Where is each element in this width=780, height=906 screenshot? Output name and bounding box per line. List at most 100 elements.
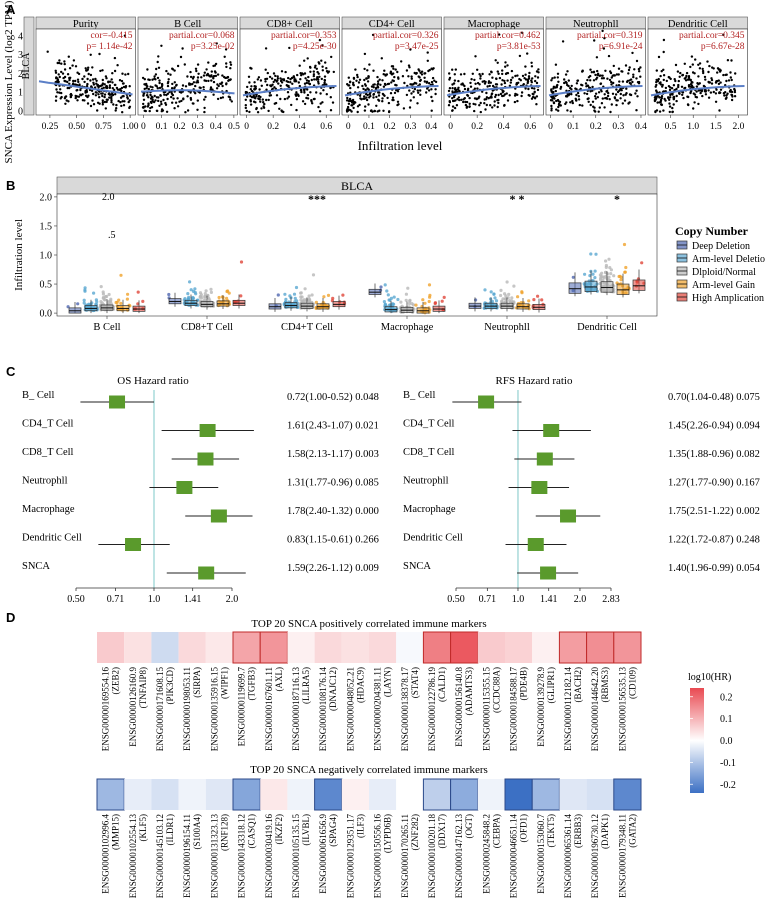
scatter-point (331, 101, 335, 104)
scatter-point (591, 85, 594, 89)
scatter-point (352, 83, 355, 86)
scatter-point (490, 92, 494, 95)
scatter-point (372, 86, 375, 89)
scatter-point (447, 104, 451, 107)
scatter-point (670, 87, 674, 90)
scatter-point (611, 74, 614, 77)
marker-gene-symbol: (LYPD6B) (383, 814, 393, 853)
scatter-point (381, 100, 384, 103)
scatter-point (154, 78, 157, 81)
scatter-point (249, 103, 253, 106)
panel-b-legend-title: Copy Number (675, 224, 749, 238)
scatter-point (189, 83, 192, 86)
scatter-point (165, 110, 169, 114)
x-tick-label: 1.00 (122, 122, 139, 132)
scatter-point (101, 94, 104, 98)
jitter-point (383, 283, 387, 287)
scatter-point (220, 81, 224, 84)
scatter-point (484, 108, 487, 111)
scatter-point (506, 79, 509, 82)
scatter-point (628, 81, 632, 85)
jitter-point (203, 292, 207, 296)
marker-ensembl-id: ENSG00000150556.16 (373, 814, 383, 899)
scatter-point (384, 73, 387, 77)
marker-gene-symbol: (ILDR1) (165, 814, 175, 846)
jitter-point (607, 275, 611, 279)
scatter-point (274, 74, 277, 78)
jitter-point (303, 287, 307, 291)
scatter-point (317, 80, 320, 84)
scatter-point (566, 70, 569, 73)
scatter-point (363, 109, 367, 112)
scatter-point (593, 109, 596, 112)
marker-ensembl-id: ENSG00000126160.9 (128, 667, 138, 747)
scatter-point (186, 95, 189, 98)
scatter-point (394, 83, 397, 87)
scatter-point (313, 78, 316, 81)
scatter-point (325, 93, 328, 96)
scatter-point (103, 100, 107, 104)
panel-b-extra-label-2: .5 (108, 230, 116, 241)
scatter-point (701, 69, 705, 73)
scatter-point (730, 98, 734, 102)
scatter-point (595, 56, 599, 59)
scatter-point (503, 104, 506, 107)
scatter-point (714, 92, 718, 95)
marker-gene-symbol: (RBMS3) (600, 667, 610, 703)
scatter-point (431, 76, 435, 80)
marker-ensembl-id: ENSG00000144642.20 (590, 667, 600, 752)
scatter-point (594, 92, 598, 95)
panel-d-heatmaps: log10(HR) TOP 20 SNCA positively correla… (96, 618, 736, 899)
forest-row: CD8_T Cell 1.58(2.13-1.17) 0.003 (22, 447, 379, 466)
scatter-point (628, 79, 631, 82)
heatmap-cell (232, 631, 261, 664)
scatter-point (676, 70, 680, 73)
jitter-point (601, 275, 605, 279)
marker-ensembl-id: ENSG00000171608.15 (155, 667, 165, 752)
scatter-point (683, 62, 686, 65)
scatter-point (505, 92, 508, 95)
scatter-point (588, 86, 591, 89)
scatter-point (451, 68, 454, 71)
marker-gene-symbol: (OGT) (464, 814, 474, 839)
jitter-point (520, 290, 524, 294)
scatter-point (550, 104, 553, 108)
jitter-point (239, 294, 243, 298)
scatter-point (86, 68, 90, 71)
scatter-point (626, 79, 629, 83)
scatter-point (284, 70, 287, 74)
jitter-point (605, 272, 610, 276)
jitter-point (536, 294, 540, 298)
scatter-point (678, 92, 681, 96)
scatter-point (253, 81, 256, 84)
scatter-point (569, 110, 572, 113)
scatter-point (148, 109, 151, 113)
scatter-point (307, 75, 310, 79)
scatter-point (375, 86, 378, 90)
jitter-point (421, 298, 425, 302)
scatter-point (503, 79, 506, 83)
scatter-point (318, 110, 322, 113)
x-tick-label: 1.41 (540, 594, 558, 605)
scatter-point (108, 86, 111, 89)
scatter-point (347, 76, 350, 79)
scatter-point (127, 72, 130, 76)
heatmap-cell (124, 779, 152, 810)
scatter-point (311, 102, 314, 105)
scatter-point (679, 71, 682, 75)
scatter-point (635, 59, 639, 63)
scatter-point (261, 98, 264, 101)
scatter-point (448, 72, 451, 75)
scatter-point (116, 88, 120, 91)
jitter-point (399, 300, 403, 304)
scatter-point (396, 70, 399, 74)
scatter-point (227, 95, 230, 98)
hazard-ratio-marker (198, 566, 215, 580)
scatter-point (491, 84, 495, 88)
scatter-point (318, 38, 322, 42)
scatter-point (553, 97, 556, 100)
scatter-point (269, 94, 273, 97)
scatter-point (598, 106, 601, 109)
scatter-point (223, 75, 226, 79)
scatter-point (145, 94, 149, 97)
